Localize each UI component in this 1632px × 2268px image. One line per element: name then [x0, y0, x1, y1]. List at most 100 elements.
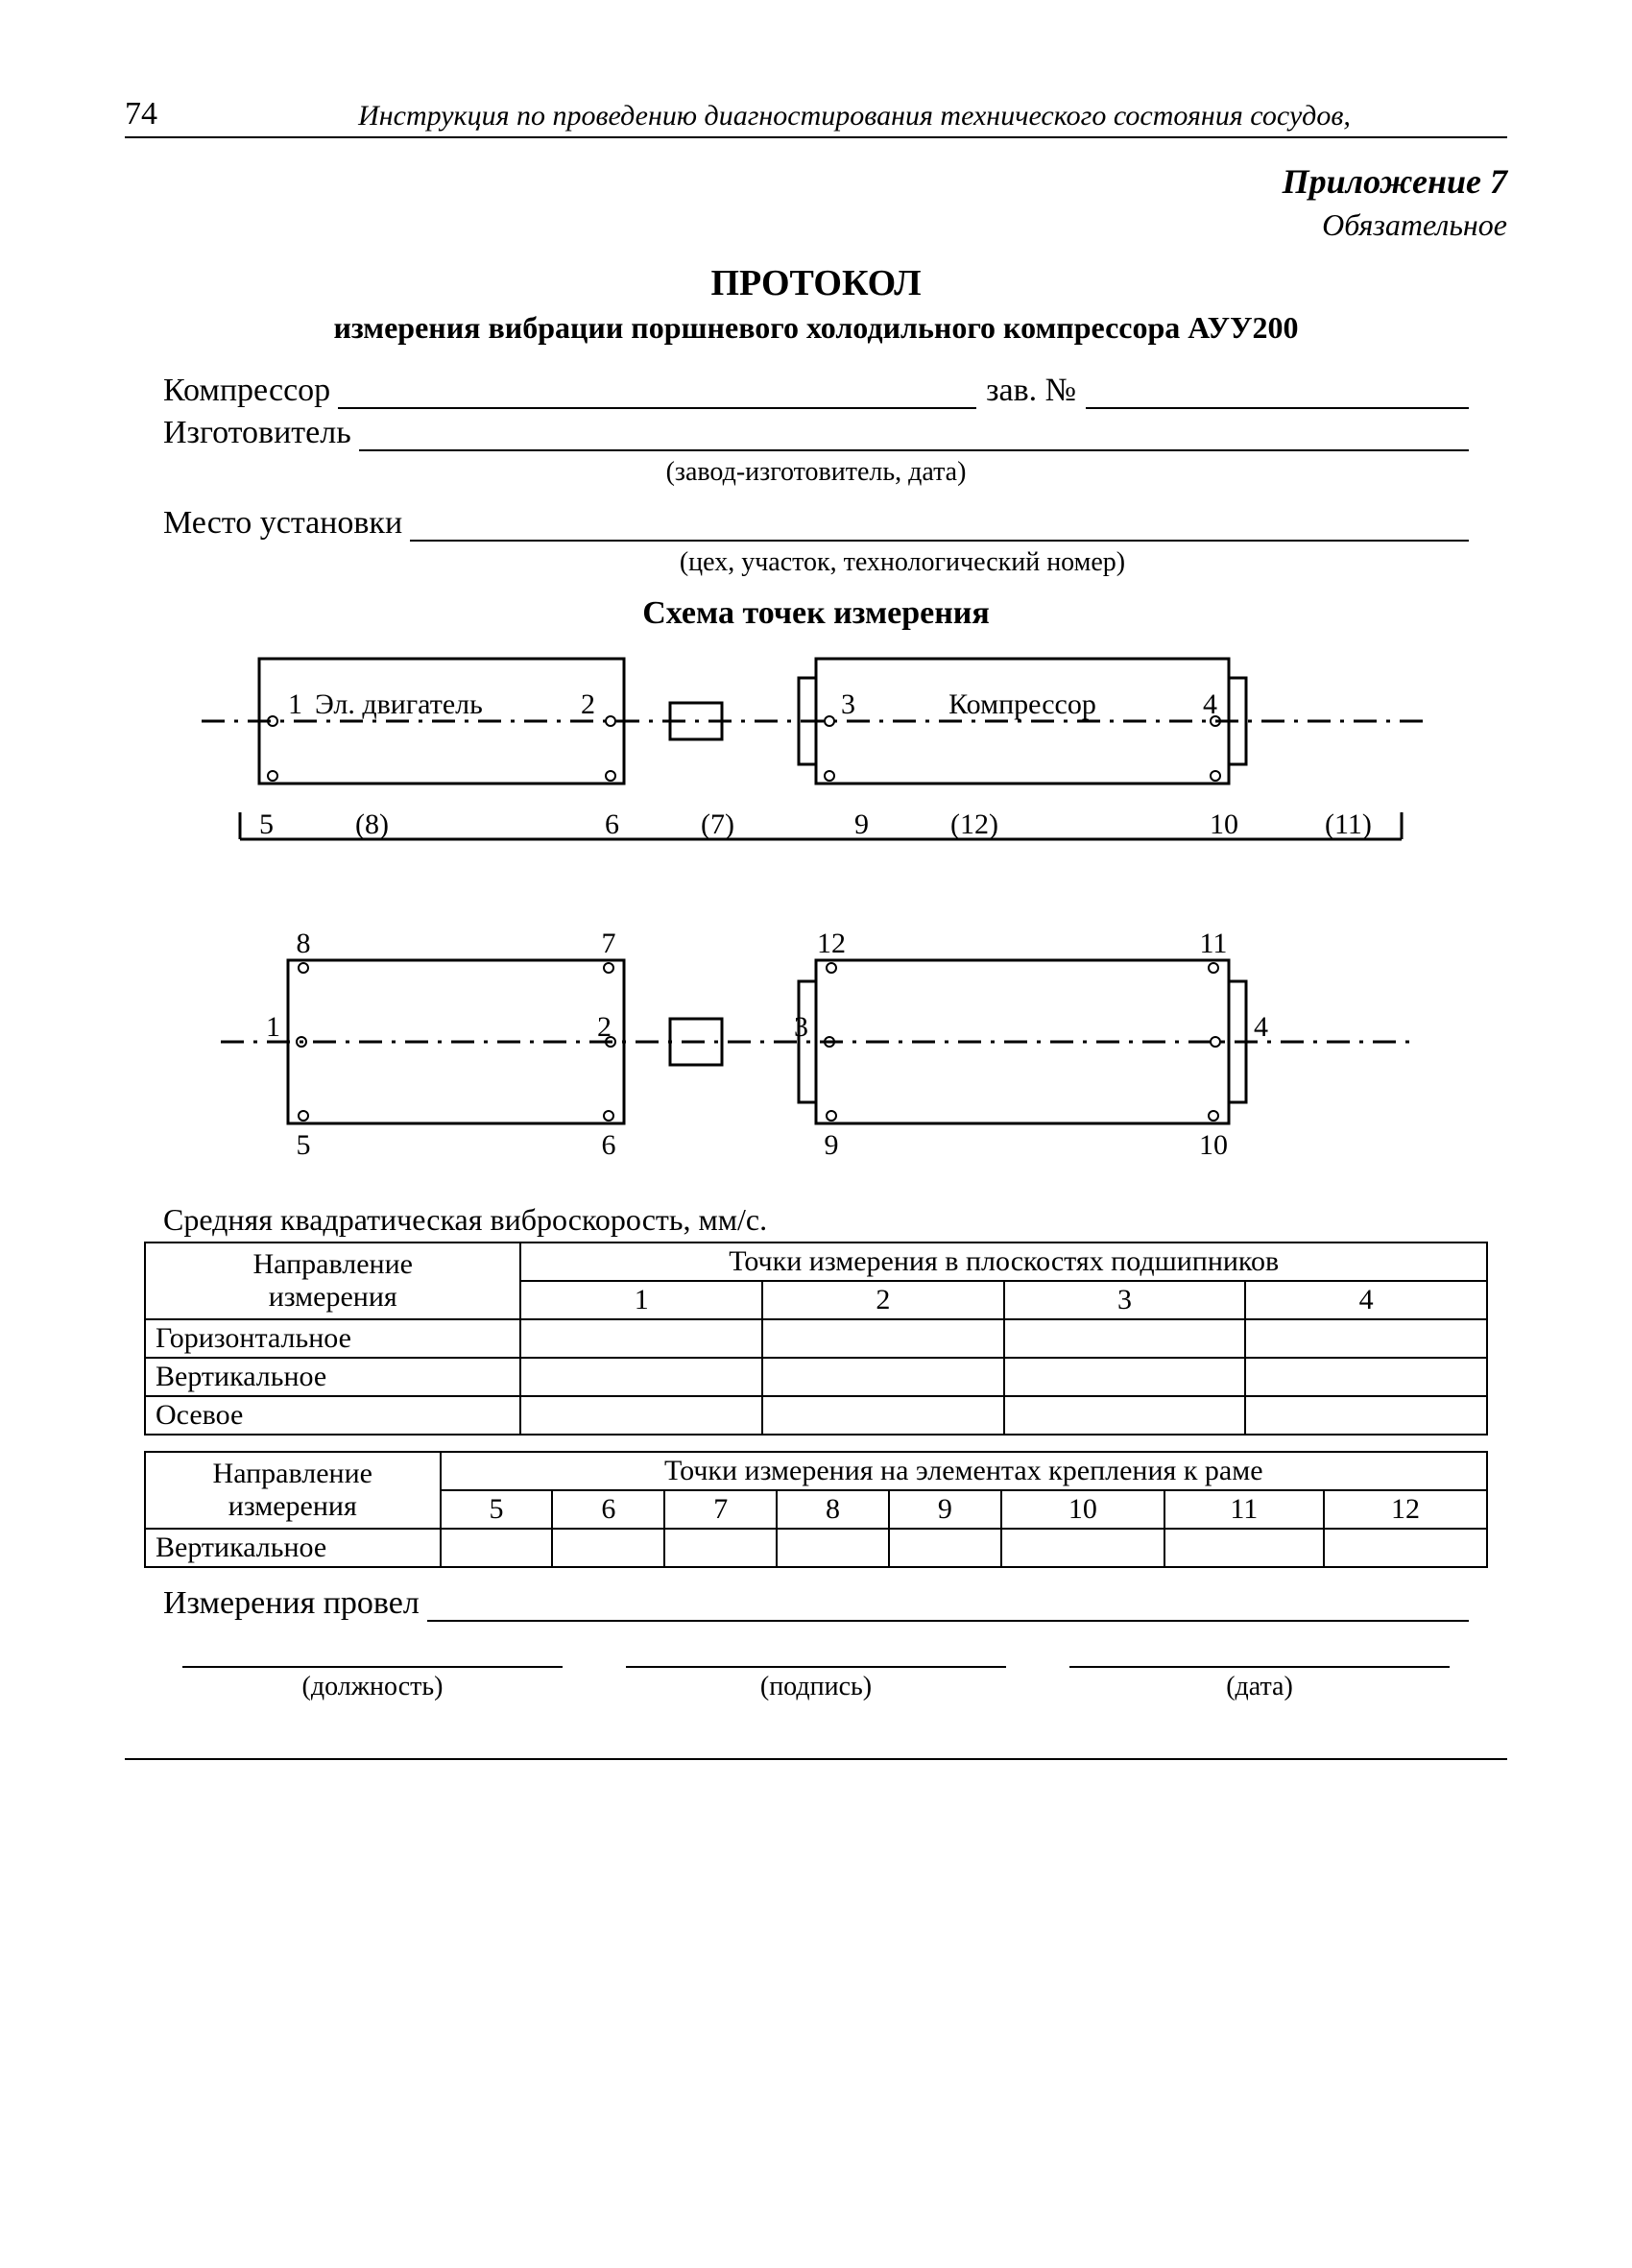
t1-row2-label: Вертикальное [145, 1358, 520, 1396]
measured-by-field[interactable] [427, 1593, 1469, 1622]
svg-text:1: 1 [266, 1011, 280, 1043]
date-slot: (дата) [1069, 1666, 1450, 1702]
serial-field[interactable] [1086, 380, 1469, 409]
t2-col: 12 [1324, 1490, 1487, 1529]
location-field[interactable] [410, 513, 1469, 542]
signature-slot: (подпись) [626, 1666, 1006, 1702]
location-line: Место установки [163, 505, 1469, 542]
svg-text:10: 10 [1199, 1129, 1228, 1161]
table-frame-points: Направление измерения Точки измерения на… [144, 1451, 1488, 1568]
location-hint: (цех, участок, технологический номер) [163, 547, 1469, 578]
t2-col: 8 [777, 1490, 889, 1529]
t2-dir-header-l1: Направление [213, 1458, 372, 1489]
t1-c[interactable] [520, 1358, 762, 1396]
t1-col-4: 4 [1245, 1281, 1487, 1319]
table-bearing-points: Направление измерения Точки измерения в … [144, 1242, 1488, 1436]
t2-c[interactable] [441, 1529, 553, 1567]
measured-by-label: Измерения провел [163, 1585, 420, 1622]
t2-col: 10 [1001, 1490, 1164, 1529]
t1-col-1: 1 [520, 1281, 762, 1319]
t2-col: 5 [441, 1490, 553, 1529]
position-label: (должность) [182, 1666, 563, 1702]
svg-text:5: 5 [297, 1129, 311, 1161]
form-block: Компрессор зав. № Изготовитель (завод-из… [125, 373, 1507, 578]
svg-text:7: 7 [602, 928, 616, 959]
t2-c[interactable] [889, 1529, 1001, 1567]
mandatory-label: Обязательное [125, 207, 1507, 243]
table-row: Вертикальное [145, 1529, 1487, 1567]
compressor-field[interactable] [338, 380, 976, 409]
svg-text:Эл. двигатель: Эл. двигатель [315, 688, 483, 720]
svg-text:(8): (8) [355, 808, 389, 840]
t2-col: 11 [1164, 1490, 1324, 1529]
t2-row1-label: Вертикальное [145, 1529, 441, 1567]
t1-c[interactable] [1004, 1319, 1246, 1358]
t1-c[interactable] [520, 1319, 762, 1358]
t1-c[interactable] [1245, 1319, 1487, 1358]
t2-c[interactable] [1164, 1529, 1324, 1567]
svg-text:8: 8 [297, 928, 311, 959]
t2-col: 6 [552, 1490, 664, 1529]
t2-c[interactable] [1324, 1529, 1487, 1567]
t1-c[interactable] [762, 1358, 1004, 1396]
t1-c[interactable] [520, 1396, 762, 1435]
svg-text:6: 6 [605, 808, 619, 840]
svg-text:2: 2 [581, 688, 595, 720]
t2-points-header: Точки измерения на элементах крепления к… [441, 1452, 1487, 1490]
protocol-title: ПРОТОКОЛ [125, 262, 1507, 304]
table-row: Горизонтальное [145, 1319, 1487, 1358]
position-slot: (должность) [182, 1666, 563, 1702]
compressor-line: Компрессор зав. № [163, 373, 1469, 409]
t1-c[interactable] [1004, 1358, 1246, 1396]
diagram-container: 1Эл. двигатель23Компрессор45(8)6(7)9(12)… [125, 639, 1507, 1187]
manufacturer-line: Изготовитель [163, 415, 1469, 451]
t1-row3-label: Осевое [145, 1396, 520, 1435]
protocol-subtitle: измерения вибрации поршневого холодильно… [125, 310, 1507, 346]
manufacturer-label: Изготовитель [163, 415, 359, 451]
serial-label: зав. № [976, 373, 1086, 409]
page-number: 74 [125, 96, 202, 133]
svg-text:2: 2 [597, 1011, 612, 1043]
location-label: Место установки [163, 505, 410, 542]
compressor-label: Компрессор [163, 373, 338, 409]
svg-text:11: 11 [1200, 928, 1228, 959]
running-head: Инструкция по проведению диагностировани… [202, 100, 1507, 133]
svg-text:(12): (12) [950, 808, 998, 840]
t2-col: 9 [889, 1490, 1001, 1529]
table-row: Осевое [145, 1396, 1487, 1435]
t1-col-2: 2 [762, 1281, 1004, 1319]
t1-c[interactable] [1245, 1358, 1487, 1396]
svg-text:(7): (7) [701, 808, 734, 840]
t2-col: 7 [664, 1490, 777, 1529]
svg-text:3: 3 [841, 688, 855, 720]
footer-rule [125, 1758, 1507, 1760]
svg-text:(11): (11) [1325, 808, 1372, 840]
t2-c[interactable] [664, 1529, 777, 1567]
t1-dir-header-l2: измерения [269, 1281, 397, 1313]
measured-by-line: Измерения провел [125, 1585, 1507, 1622]
t2-c[interactable] [777, 1529, 889, 1567]
t1-c[interactable] [762, 1319, 1004, 1358]
svg-text:6: 6 [602, 1129, 616, 1161]
svg-text:3: 3 [794, 1011, 808, 1043]
t1-col-3: 3 [1004, 1281, 1246, 1319]
svg-text:1: 1 [288, 688, 302, 720]
appendix-label: Приложение 7 [125, 161, 1507, 202]
t2-c[interactable] [552, 1529, 664, 1567]
t1-c[interactable] [1245, 1396, 1487, 1435]
signature-label: (подпись) [626, 1666, 1006, 1702]
svg-text:10: 10 [1210, 808, 1238, 840]
t1-c[interactable] [1004, 1396, 1246, 1435]
signature-row: (должность) (подпись) (дата) [125, 1666, 1507, 1702]
t1-dir-header-l1: Направление [253, 1248, 413, 1280]
manufacturer-field[interactable] [359, 422, 1469, 451]
table-row: Вертикальное [145, 1358, 1487, 1396]
t1-row1-label: Горизонтальное [145, 1319, 520, 1358]
svg-text:5: 5 [259, 808, 274, 840]
svg-text:9: 9 [825, 1129, 839, 1161]
scheme-title: Схема точек измерения [125, 595, 1507, 632]
t1-c[interactable] [762, 1396, 1004, 1435]
svg-text:9: 9 [854, 808, 869, 840]
svg-text:4: 4 [1254, 1011, 1268, 1043]
t2-c[interactable] [1001, 1529, 1164, 1567]
